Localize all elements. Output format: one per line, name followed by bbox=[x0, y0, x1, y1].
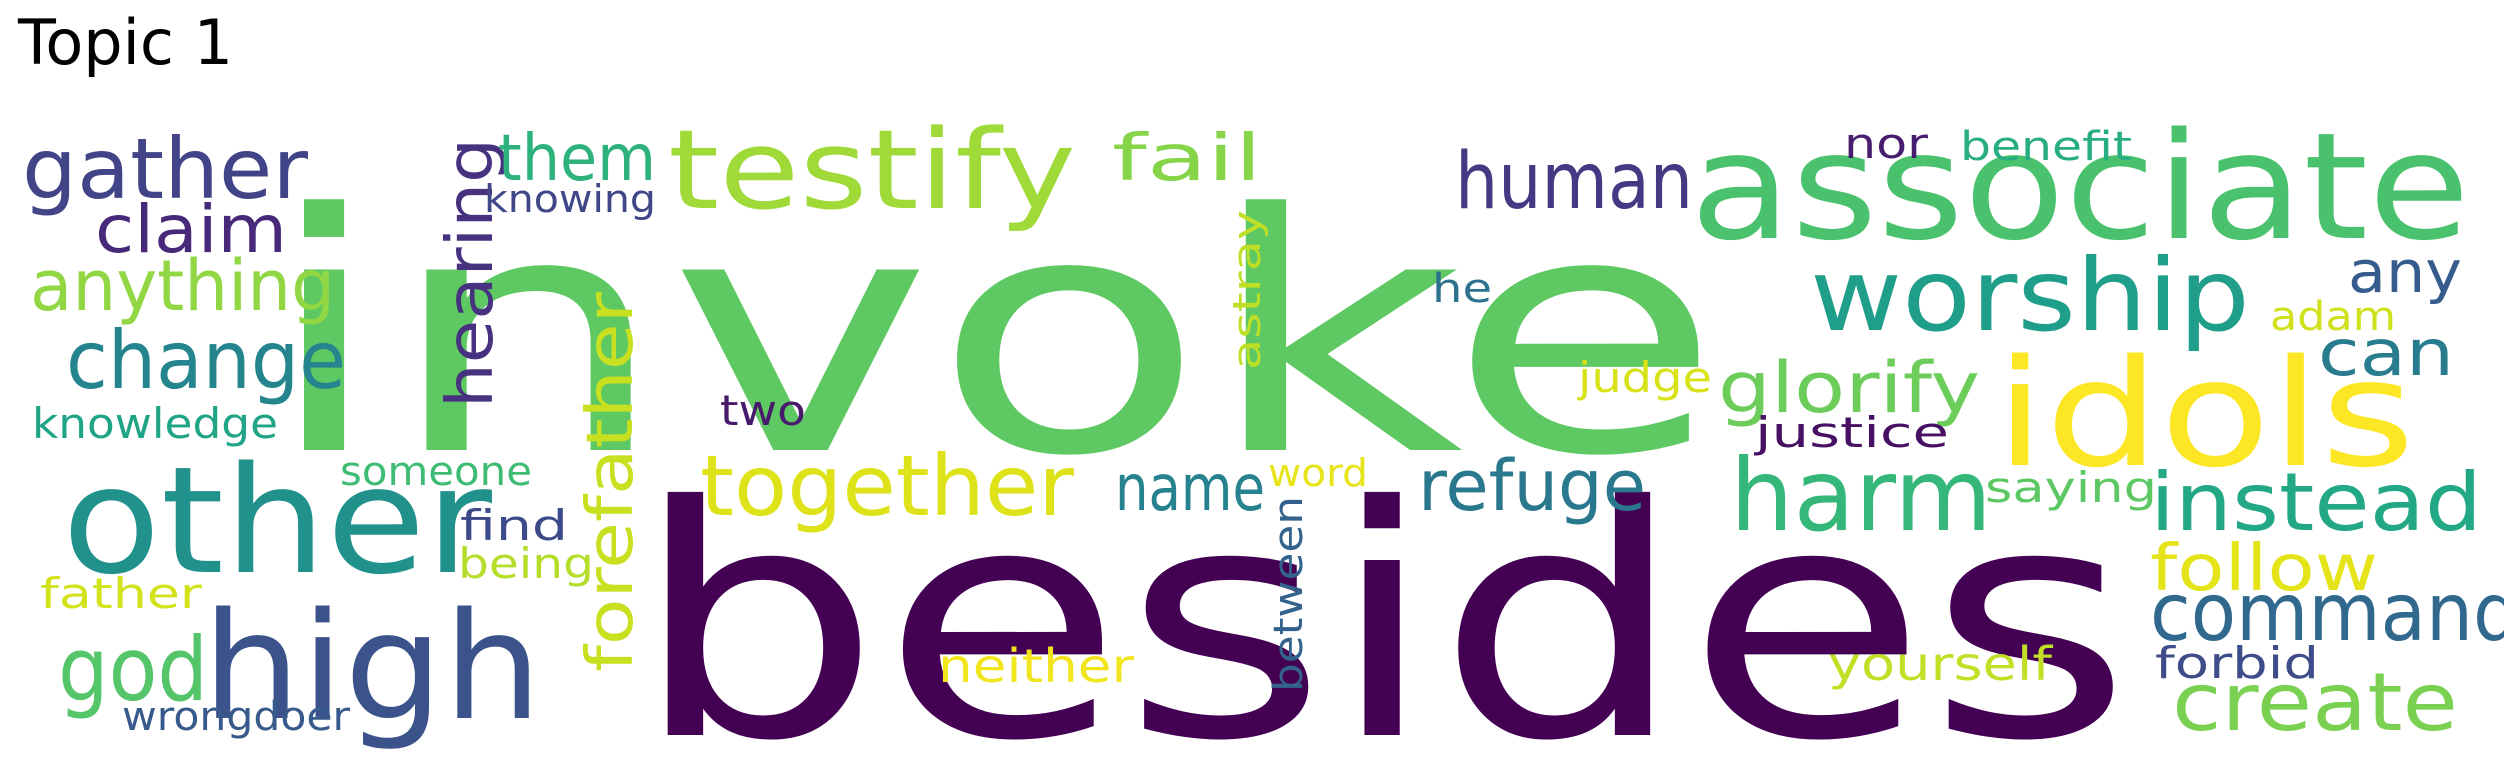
word-being: being bbox=[458, 539, 594, 588]
word-saying: saying bbox=[1985, 463, 2157, 512]
word-word: word bbox=[1268, 451, 1368, 495]
word-human: human bbox=[1455, 137, 1693, 227]
word-between: between bbox=[1266, 496, 1312, 692]
word-he: he bbox=[1432, 266, 1492, 312]
word-knowing: knowing bbox=[484, 177, 656, 221]
word-hearing: hearing bbox=[434, 138, 508, 408]
word-instead: instead bbox=[2150, 456, 2482, 549]
word-adam: adam bbox=[2270, 294, 2396, 340]
word-testify: testify bbox=[668, 106, 1076, 234]
word-god: god bbox=[58, 618, 208, 721]
word-name: name bbox=[1115, 452, 1265, 526]
word-worship: worship bbox=[1810, 237, 2250, 354]
word-someone: someone bbox=[340, 449, 532, 495]
word-anything: anything bbox=[30, 245, 335, 327]
word-wrongdoer: wrongdoer bbox=[122, 694, 351, 740]
word-fail: fail bbox=[1112, 122, 1262, 196]
word-judge: judge bbox=[1577, 353, 1712, 402]
word-two: two bbox=[720, 386, 806, 435]
word-refuge: refuge bbox=[1418, 445, 1646, 527]
word-neither: neither bbox=[938, 639, 1134, 693]
word-other: other bbox=[62, 435, 492, 607]
word-invoke: invoke bbox=[262, 144, 1722, 528]
word-yourself: yourself bbox=[1828, 637, 2054, 691]
word-create: create bbox=[2172, 656, 2458, 749]
word-can: can bbox=[2318, 317, 2454, 391]
word-command: command bbox=[2150, 566, 2504, 659]
word-find: find bbox=[460, 501, 568, 550]
word-them: them bbox=[498, 122, 656, 196]
word-claim: claim bbox=[95, 191, 287, 268]
word-astray: astray bbox=[1225, 210, 1269, 370]
word-follow: follow bbox=[2150, 532, 2378, 606]
word-glorify: glorify bbox=[1718, 347, 1980, 429]
word-any: any bbox=[2348, 238, 2462, 306]
word-knowledge: knowledge bbox=[32, 399, 278, 448]
word-gather: gather bbox=[22, 120, 308, 218]
word-justice: justice bbox=[1754, 408, 1949, 457]
word-together: together bbox=[700, 437, 1074, 535]
word-harm: harm bbox=[1730, 437, 1992, 554]
word-besides: besides bbox=[632, 439, 2132, 764]
word-high: high bbox=[202, 581, 542, 753]
word-idols: idols bbox=[1995, 328, 2415, 500]
word-associate: associate bbox=[1690, 101, 2470, 273]
word-nor: nor bbox=[1844, 119, 1929, 168]
word-forefather: forefather bbox=[574, 291, 648, 672]
word-benefit: benefit bbox=[1960, 124, 2132, 170]
word-forbid: forbid bbox=[2155, 638, 2319, 689]
page-title: Topic 1 bbox=[18, 6, 234, 79]
word-father: father bbox=[40, 569, 203, 618]
word-change: change bbox=[66, 314, 346, 407]
